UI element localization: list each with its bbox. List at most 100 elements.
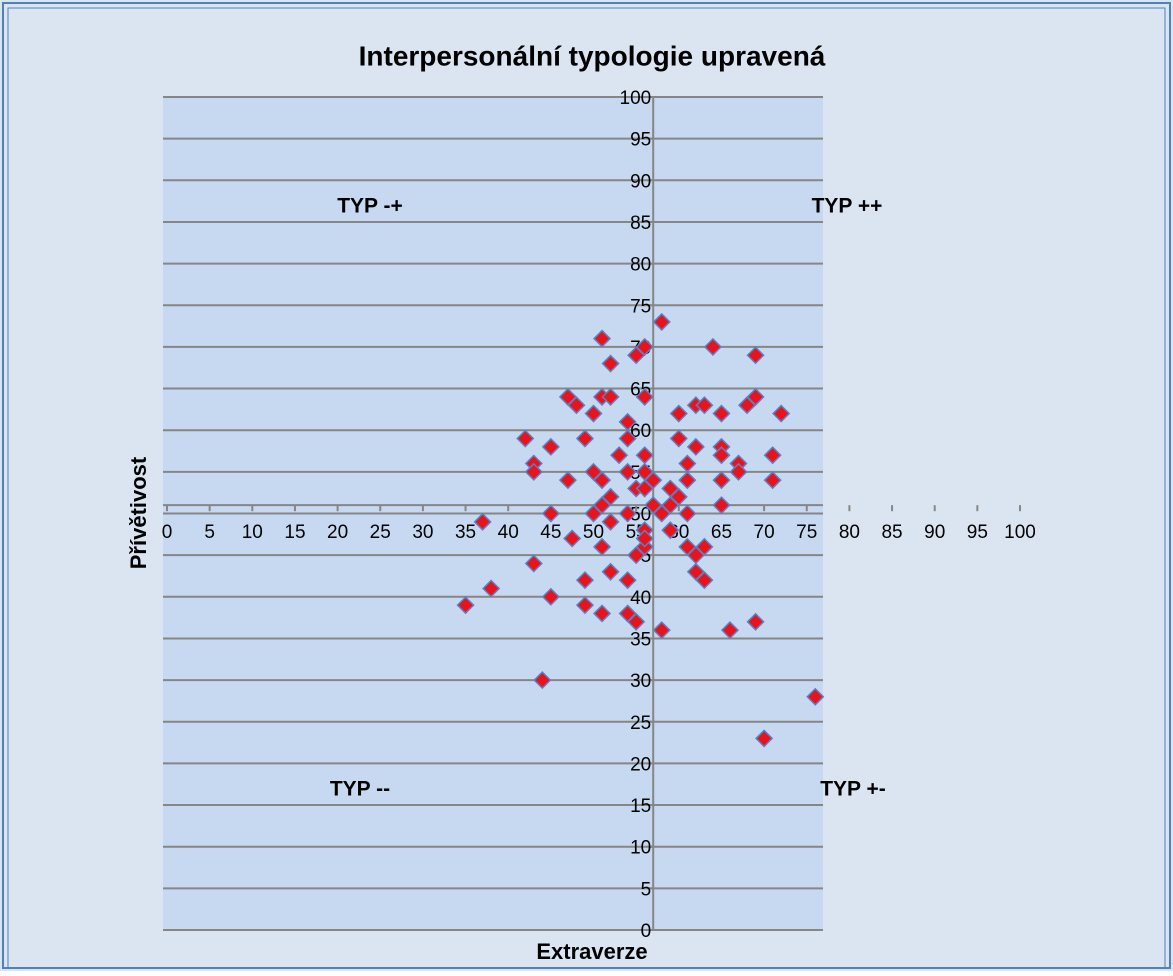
y-tick-label: 60 [630, 421, 651, 442]
point [763, 446, 782, 465]
point [712, 496, 731, 515]
x-tick-label: 45 [540, 522, 561, 543]
point [678, 504, 697, 523]
point [720, 621, 740, 640]
point [806, 687, 825, 706]
point [695, 537, 714, 556]
y-tick-label: 90 [630, 171, 651, 192]
y-tick-label: 80 [630, 255, 651, 276]
x-tick-label: 25 [370, 522, 391, 543]
point [746, 612, 765, 631]
y-tick-label: 25 [630, 713, 651, 734]
x-tick-label: 75 [796, 522, 817, 543]
y-axis-label: Přívětivost [126, 456, 151, 569]
quadrant-label: TYP ++ [812, 195, 883, 218]
point [592, 537, 612, 556]
y-tick-label: 15 [630, 796, 651, 817]
point [652, 312, 671, 331]
x-tick-label: 15 [284, 522, 305, 543]
point [635, 387, 654, 406]
x-tick-label: 100 [1004, 522, 1036, 543]
point [635, 337, 654, 356]
y-tick-label: 40 [630, 588, 651, 609]
point [541, 437, 560, 456]
point [563, 529, 582, 548]
point [712, 404, 731, 423]
point [516, 429, 535, 448]
point [618, 462, 637, 481]
y-tick-label: 100 [620, 88, 652, 109]
point [592, 471, 612, 490]
x-tick-label: 95 [967, 522, 988, 543]
chart-title: Interpersonální typologie upravená [359, 40, 826, 71]
x-tick-label: 0 [162, 522, 173, 543]
point [584, 404, 603, 423]
y-tick-label: 0 [641, 921, 652, 942]
x-tick-label: 20 [327, 522, 348, 543]
point [652, 621, 671, 640]
point [601, 487, 620, 506]
point [635, 529, 654, 548]
point [575, 429, 595, 448]
x-tick-label: 70 [754, 522, 775, 543]
point [592, 329, 612, 348]
x-tick-label: 30 [412, 522, 433, 543]
point [669, 404, 688, 423]
point [601, 562, 620, 581]
point [661, 521, 680, 540]
point [618, 429, 637, 448]
quadrant-label: TYP +- [820, 778, 886, 801]
point [592, 604, 612, 623]
x-tick-label: 90 [924, 522, 945, 543]
y-tick-label: 75 [630, 296, 651, 317]
point [601, 354, 620, 373]
point [541, 587, 560, 606]
x-tick-label: 85 [881, 522, 902, 543]
point [712, 446, 731, 465]
point [746, 387, 765, 406]
x-tick-label: 65 [711, 522, 732, 543]
point [772, 404, 791, 423]
frame-inner [7, 7, 1166, 969]
x-tick-label: 40 [498, 522, 519, 543]
point [695, 571, 714, 590]
y-tick-label: 5 [641, 879, 652, 900]
x-axis-label: Extraverze [536, 939, 647, 964]
point [533, 671, 552, 690]
x-tick-label: 5 [204, 522, 215, 543]
y-tick-label: 85 [630, 213, 651, 234]
x-tick-label: 50 [583, 522, 604, 543]
point [541, 504, 560, 523]
point [618, 571, 637, 590]
point [746, 346, 765, 365]
point [456, 596, 475, 615]
point [610, 446, 629, 465]
point [575, 596, 595, 615]
y-tick-label: 20 [630, 754, 651, 775]
point [627, 612, 646, 631]
point [729, 462, 748, 481]
quadrant-label: TYP -- [330, 778, 390, 801]
x-tick-label: 80 [839, 522, 860, 543]
point [601, 512, 620, 531]
quadrant-label: TYP -+ [337, 195, 403, 218]
point [695, 396, 714, 415]
point [755, 729, 774, 748]
point [618, 504, 637, 523]
y-tick-label: 30 [630, 671, 651, 692]
point [763, 471, 782, 490]
x-tick-label: 35 [455, 522, 476, 543]
point [678, 471, 697, 490]
point [482, 579, 501, 598]
point [558, 471, 577, 490]
point [669, 429, 688, 448]
point [575, 571, 595, 590]
y-tick-label: 95 [630, 130, 651, 151]
point [473, 512, 492, 531]
point [644, 471, 663, 490]
x-tick-label: 10 [242, 522, 263, 543]
point [524, 462, 543, 481]
y-tick-label: 35 [630, 629, 651, 650]
point [524, 554, 543, 573]
